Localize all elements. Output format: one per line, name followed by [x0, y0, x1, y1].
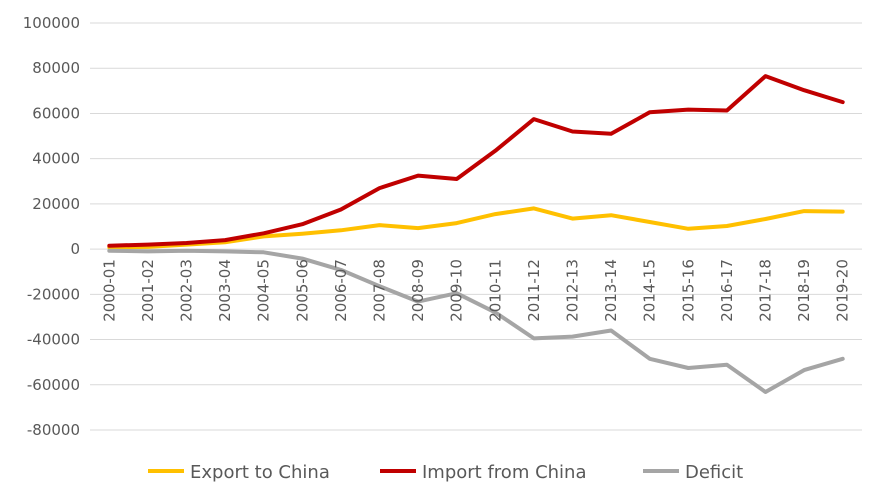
x-tick-label: 2019-20 [834, 259, 852, 322]
data-point [841, 210, 844, 213]
data-point [224, 239, 227, 242]
legend-label: Export to China [190, 462, 330, 483]
y-tick-label: -80000 [27, 421, 80, 439]
x-tick-label: 2016-17 [718, 259, 736, 322]
data-point [185, 249, 188, 252]
data-point [108, 244, 111, 247]
data-point [417, 174, 420, 177]
data-point [803, 369, 806, 372]
data-point [610, 329, 613, 332]
y-tick-label: 0 [70, 240, 80, 258]
series-line-2 [107, 248, 845, 394]
data-point [803, 89, 806, 92]
data-point [494, 213, 497, 216]
data-point [648, 357, 651, 360]
data-point [262, 251, 265, 254]
data-point [108, 249, 111, 252]
x-tick-label: 2003-04 [216, 259, 234, 322]
x-tick-label: 2008-09 [409, 259, 427, 322]
x-tick-label: 2017-18 [757, 259, 775, 322]
y-tick-label: 80000 [32, 59, 80, 77]
data-point [417, 227, 420, 230]
series-line-1 [107, 74, 845, 248]
data-point [687, 108, 690, 111]
x-tick-label: 2014-15 [641, 259, 659, 322]
data-point [455, 178, 458, 181]
data-point [146, 250, 149, 253]
data-point [803, 210, 806, 213]
data-point [378, 187, 381, 190]
data-point [725, 225, 728, 228]
grid-lines [90, 22, 862, 431]
data-point [841, 101, 844, 104]
x-tick-label: 2000-01 [100, 259, 118, 322]
data-point [610, 214, 613, 217]
x-tick-label: 2006-07 [332, 259, 350, 322]
data-point [146, 243, 149, 246]
legend: Export to China Import from China Deficit [148, 462, 743, 483]
data-point [725, 109, 728, 112]
data-point [648, 111, 651, 114]
x-tick-label: 2004-05 [255, 259, 273, 322]
data-point [725, 363, 728, 366]
data-point [571, 130, 574, 133]
data-point [687, 367, 690, 370]
x-axis-tick-labels: 2000-01 2001-02 2002-03 2003-04 2004-05 2005-… [100, 259, 851, 322]
data-point [301, 232, 304, 235]
y-tick-label: 100000 [23, 14, 80, 32]
data-point [648, 220, 651, 223]
x-tick-label: 2005-06 [293, 259, 311, 322]
data-point [764, 391, 767, 394]
y-tick-label: 20000 [32, 195, 80, 213]
data-point [532, 337, 535, 340]
x-tick-label: 2018-19 [795, 259, 813, 322]
data-point [494, 149, 497, 152]
x-tick-label: 2001-02 [139, 259, 157, 322]
data-point [339, 208, 342, 211]
x-tick-label: 2009-10 [448, 259, 466, 322]
x-tick-label: 2010-11 [486, 259, 504, 322]
data-point [185, 242, 188, 245]
data-point [571, 335, 574, 338]
y-tick-label: 40000 [32, 150, 80, 168]
data-point [764, 218, 767, 221]
y-tick-label: -20000 [27, 285, 80, 303]
legend-label: Import from China [422, 462, 587, 483]
data-point [378, 224, 381, 227]
data-point [687, 227, 690, 230]
series-lines [107, 74, 845, 394]
data-point [224, 250, 227, 253]
y-tick-label: 60000 [32, 104, 80, 122]
data-point [610, 132, 613, 135]
y-tick-label: -40000 [27, 331, 80, 349]
y-tick-label: -60000 [27, 376, 80, 394]
data-point [764, 75, 767, 78]
x-tick-label: 2015-16 [679, 259, 697, 322]
data-point [571, 217, 574, 220]
data-point [455, 222, 458, 225]
x-tick-label: 2002-03 [178, 259, 196, 322]
data-point [262, 232, 265, 235]
data-point [301, 223, 304, 226]
series-line-0 [107, 206, 845, 250]
y-axis-tick-labels: 100000 80000 60000 40000 20000 0 -20000 -40000 -… [23, 14, 80, 439]
x-tick-label: 2011-12 [525, 259, 543, 322]
data-point [841, 357, 844, 360]
data-point [532, 207, 535, 210]
x-tick-label: 2007-08 [371, 259, 389, 322]
legend-label: Deficit [685, 462, 743, 483]
data-point [532, 118, 535, 121]
x-tick-label: 2013-14 [602, 259, 620, 322]
x-tick-label: 2012-13 [564, 259, 582, 322]
data-point [339, 229, 342, 232]
